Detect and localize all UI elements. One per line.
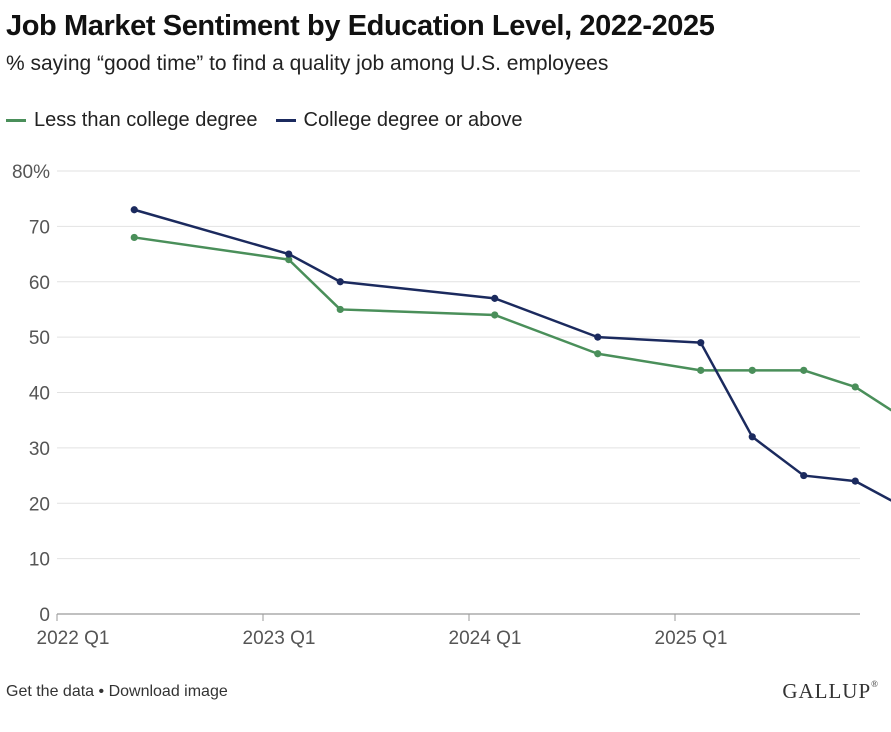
series-line-0 [134,236,891,412]
y-tick-label-60: 60 [29,273,50,294]
data-point-series-0-3 [491,311,499,319]
x-tick-label-1: 2023 Q1 [243,628,316,649]
legend-label-less-than-college: Less than college degree [34,109,258,131]
data-point-series-1-8 [851,477,859,485]
data-point-series-0-5 [697,366,705,374]
y-tick-label-50: 50 [29,328,50,349]
gallup-logo: GALLUP® [782,679,879,704]
data-point-series-1-0 [130,206,138,214]
footer-links: Get the data • Download image [6,683,228,701]
y-tick-label-0: 0 [39,605,50,626]
data-point-series-1-7 [800,471,808,480]
x-tick-label-3: 2025 Q1 [655,628,728,649]
registered-mark: ® [871,679,879,689]
chart-subtitle: % saying “good time” to find a quality j… [6,52,609,75]
chart-title: Job Market Sentiment by Education Level,… [6,10,715,42]
legend-item-less-than-college: Less than college degree [6,109,258,132]
legend: Less than college degree College degree … [6,109,541,132]
data-point-series-0-0 [130,233,138,242]
footer-separator: • [94,683,109,700]
data-point-series-1-2 [336,278,344,286]
data-point-series-1-4 [594,333,602,341]
gallup-logo-text: GALLUP [782,679,872,703]
y-tick-label-30: 30 [29,439,50,460]
data-point-series-0-2 [336,305,344,314]
data-point-series-1-3 [491,294,499,302]
x-tick-label-0: 2022 Q1 [37,628,110,649]
y-tick-label-80: 80% [12,162,50,183]
y-tick-label-20: 20 [29,494,50,515]
data-point-series-0-7 [800,366,808,374]
data-point-series-0-8 [851,383,859,391]
download-image-link[interactable]: Download image [108,683,228,700]
legend-item-college-or-above: College degree or above [275,109,523,132]
get-the-data-link[interactable]: Get the data [6,683,95,700]
legend-label-college-or-above: College degree or above [303,109,523,131]
series-line-1 [133,208,891,502]
y-tick-label-40: 40 [29,384,50,405]
data-point-series-0-6 [748,366,756,374]
data-point-series-1-5 [697,339,705,347]
data-point-series-1-6 [748,433,756,441]
x-tick-label-2: 2024 Q1 [449,628,522,649]
data-point-series-0-1 [285,256,293,264]
data-point-series-1-1 [285,250,293,258]
data-point-series-0-4 [594,350,602,358]
y-tick-label-10: 10 [29,550,50,571]
y-tick-label-70: 70 [29,217,50,238]
legend-swatch-college-or-above [275,119,296,122]
legend-swatch-less-than-college [6,119,26,122]
